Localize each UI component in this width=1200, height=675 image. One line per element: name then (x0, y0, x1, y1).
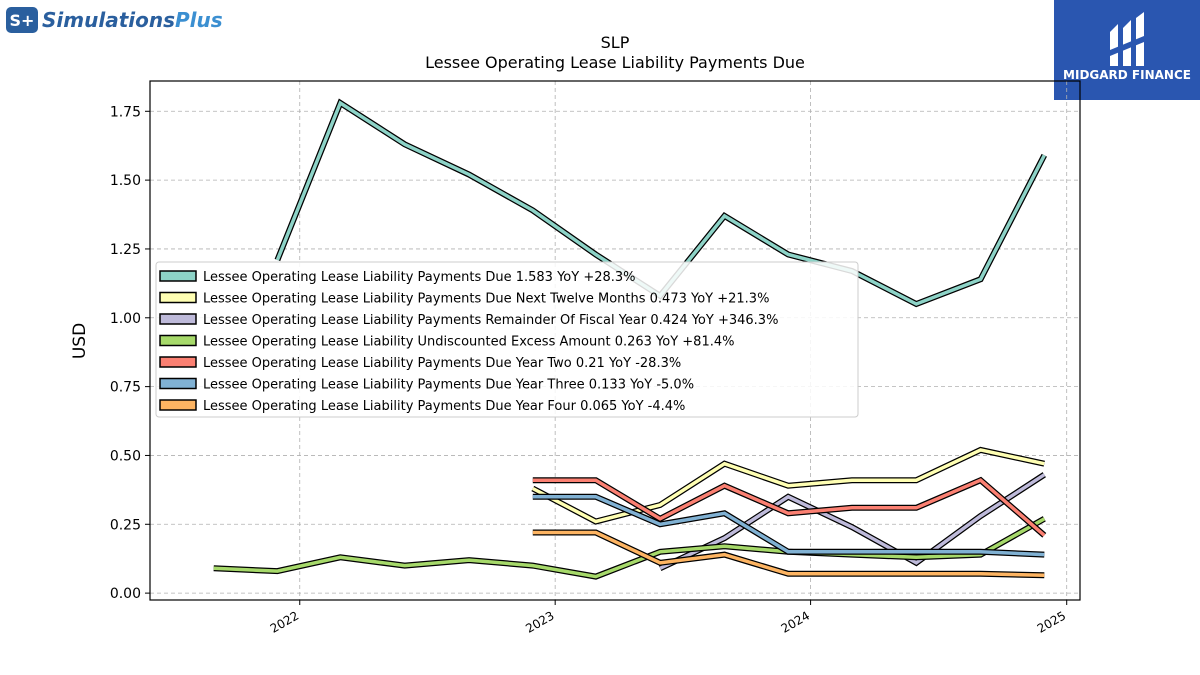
legend-label: Lessee Operating Lease Liability Payment… (203, 399, 685, 414)
logo-text: MIDGARD FINANCE (1063, 68, 1191, 82)
legend-label: Lessee Operating Lease Liability Payment… (203, 292, 769, 307)
legend-label: Lessee Operating Lease Liability Payment… (203, 356, 681, 371)
brand-badge: S+ (6, 7, 38, 33)
x-axis: 2022 2023 2024 2025 (268, 600, 1068, 636)
series-5 (532, 476, 1047, 538)
midgard-mark-icon (1110, 12, 1144, 66)
series-lines (213, 98, 1047, 580)
legend-swatch (159, 399, 197, 411)
series-6 (532, 493, 1045, 558)
series-7 (532, 529, 1045, 579)
legend-entry: Lessee Operating Lease Liability Payment… (159, 270, 636, 285)
y-tick-label: 0.75 (110, 380, 141, 396)
chart-subtitle: Lessee Operating Lease Liability Payment… (425, 53, 805, 72)
y-tick-label: 1.00 (110, 311, 141, 327)
brand-name-accent: Plus (175, 8, 223, 32)
plot-frame (149, 80, 1081, 601)
legend-label: Lessee Operating Lease Liability Payment… (203, 378, 694, 393)
legend-swatch (159, 334, 197, 347)
y-tick-label: 0.25 (110, 517, 141, 533)
series-line (531, 448, 1045, 524)
legend-entry: Lessee Operating Lease Liability Payment… (159, 399, 685, 414)
x-tick-label: 2022 (268, 608, 301, 635)
series-line (532, 530, 1045, 577)
legend-entry: Lessee Operating Lease Liability Undisco… (159, 334, 734, 350)
legend-label: Lessee Operating Lease Liability Payment… (203, 270, 636, 285)
series-line (213, 517, 1046, 579)
legend-entry: Lessee Operating Lease Liability Payment… (159, 356, 681, 371)
y-axis: 0.00 0.25 0.50 0.75 1.00 1.25 1.50 1.75 (110, 104, 150, 602)
brand-name: SimulationsPlus (42, 8, 223, 32)
y-tick-label: 1.75 (110, 104, 141, 120)
legend-entry: Lessee Operating Lease Liability Payment… (159, 377, 694, 393)
x-tick-label: 2025 (1035, 608, 1068, 635)
legend-swatch (159, 291, 197, 304)
series-3 (658, 472, 1046, 572)
legend-label: Lessee Operating Lease Liability Payment… (203, 313, 778, 328)
series-line (659, 473, 1046, 570)
series-4 (213, 516, 1046, 580)
legend-entry: Lessee Operating Lease Liability Payment… (159, 291, 769, 307)
legend-box (155, 261, 859, 418)
y-tick-label: 0.50 (110, 448, 141, 464)
y-tick-label: 1.50 (110, 173, 141, 189)
x-tick-label: 2024 (779, 608, 812, 635)
y-axis-label: USD (70, 323, 90, 359)
brand-logo: S+ SimulationsPlus (6, 6, 223, 34)
legend: Lessee Operating Lease Liability Payment… (155, 261, 859, 418)
legend-swatch (159, 356, 197, 368)
series-2 (531, 446, 1045, 525)
y-tick-label: 0.00 (110, 586, 141, 602)
series-line (532, 495, 1045, 557)
legend-swatch (159, 270, 197, 282)
legend-swatch (159, 377, 197, 390)
x-tick-label: 2023 (523, 608, 556, 635)
y-tick-label: 1.25 (110, 242, 141, 258)
brand-name-main: Simulations (42, 8, 175, 32)
series-line (532, 478, 1046, 537)
legend-label: Lessee Operating Lease Liability Undisco… (203, 335, 734, 350)
legend-entry: Lessee Operating Lease Liability Payment… (159, 313, 778, 328)
midgard-logo: MIDGARD FINANCE (1054, 0, 1200, 100)
legend-swatch (159, 313, 197, 325)
chart-title: SLP (601, 33, 630, 52)
